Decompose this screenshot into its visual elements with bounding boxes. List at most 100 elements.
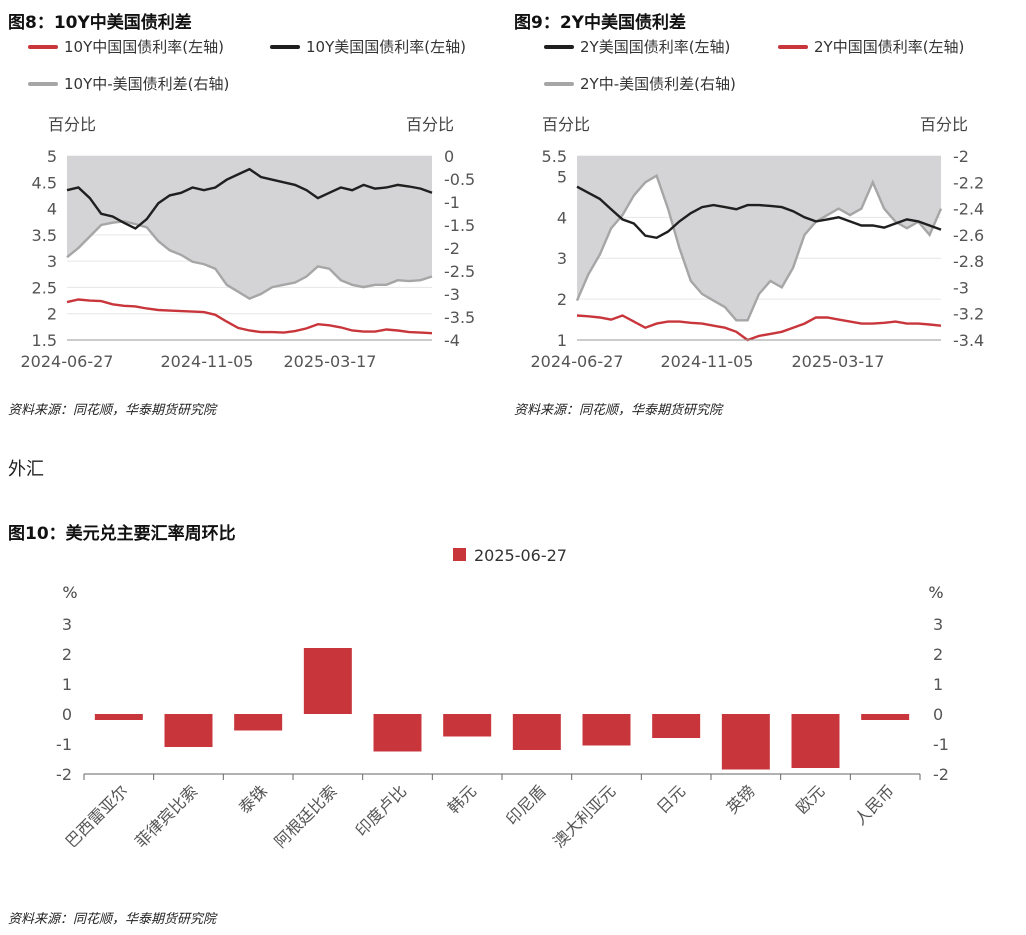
fig8-legend-label: 10Y中国国债利率(左轴) bbox=[64, 38, 224, 56]
fig10-y-right-tick: 1 bbox=[933, 675, 943, 694]
fig9-y-left-tick: 2 bbox=[557, 290, 567, 309]
fig10-category-label: 菲律宾比索 bbox=[131, 781, 201, 851]
fig10-category-label: 澳大利亚元 bbox=[549, 781, 619, 851]
fig9-y-left-tick: 5.5 bbox=[542, 147, 567, 166]
fig9-left-unit: 百分比 bbox=[542, 115, 590, 134]
fig9-y-right-tick: -2.8 bbox=[953, 252, 984, 271]
fig9-x-tick: 2025-03-17 bbox=[792, 352, 885, 371]
fig8-y-right-tick: -2 bbox=[444, 239, 460, 258]
fig10-bar bbox=[652, 714, 701, 738]
fig9-spread-area bbox=[577, 156, 941, 321]
fig10-left-unit: % bbox=[62, 583, 77, 602]
fig9-y-right-tick: -2.6 bbox=[953, 226, 984, 245]
fig9-title: 图9：2Y中美国债利差 bbox=[514, 13, 686, 33]
fig9-x-tick: 2024-06-27 bbox=[531, 352, 624, 371]
fig10-bar bbox=[164, 714, 213, 747]
fig8-y-right-tick: -1.5 bbox=[444, 216, 475, 235]
fig10-category-label: 阿根廷比索 bbox=[271, 781, 341, 851]
fig9-legend-label: 2Y中-美国债利差(右轴) bbox=[580, 75, 736, 93]
fig9-y-right-tick: -3.4 bbox=[953, 331, 984, 350]
fig10-y-left-tick: -1 bbox=[56, 735, 72, 754]
fig8-y-left-tick: 4.5 bbox=[32, 173, 57, 192]
fig10-bar bbox=[721, 714, 770, 770]
fig8-x-tick: 2024-11-05 bbox=[161, 352, 254, 371]
fig10-y-right-tick: 0 bbox=[933, 705, 943, 724]
fig9-y-right-tick: -3.2 bbox=[953, 305, 984, 324]
fig10-category-label: 日元 bbox=[653, 781, 689, 817]
fig10-y-right-tick: 2 bbox=[933, 645, 943, 664]
fig8-series-1 bbox=[66, 167, 433, 230]
fig8-legend-label: 10Y中-美国债利差(右轴) bbox=[64, 75, 229, 93]
fig9-legend-label: 2Y美国国债利率(左轴) bbox=[580, 38, 730, 56]
fig9-series-0 bbox=[576, 185, 942, 240]
fig10-bar bbox=[582, 714, 631, 746]
fig9-y-left-tick: 3 bbox=[557, 249, 567, 268]
fig9-series-1 bbox=[576, 314, 942, 342]
fig8-x-tick: 2025-03-17 bbox=[284, 352, 377, 371]
fig10-right-unit: % bbox=[928, 583, 943, 602]
fig10-y-left-tick: 3 bbox=[62, 615, 72, 634]
fig8-y-left-tick: 4 bbox=[47, 200, 57, 219]
fig10-y-left-tick: -2 bbox=[56, 765, 72, 784]
fig10-title: 图10：美元兑主要汇率周环比 bbox=[8, 524, 236, 544]
fig8-y-right-tick: -1 bbox=[444, 193, 460, 212]
fig10-category-label: 韩元 bbox=[444, 781, 480, 817]
fig8-y-left-tick: 1.5 bbox=[32, 331, 57, 350]
fig8-y-right-tick: 0 bbox=[444, 147, 454, 166]
fig8-right-unit: 百分比 bbox=[406, 115, 454, 134]
fig9-y-left-tick: 4 bbox=[557, 208, 567, 227]
fig8-source: 资料来源：同花顺，华泰期货研究院 bbox=[8, 403, 217, 418]
fig8-spread-area bbox=[67, 156, 432, 299]
fig10-bar bbox=[94, 714, 143, 720]
fig10-category-label: 欧元 bbox=[792, 781, 828, 817]
fig8-y-right-tick: -0.5 bbox=[444, 170, 475, 189]
fig9-y-right-tick: -2.2 bbox=[953, 173, 984, 192]
fig9-y-right-tick: -2 bbox=[953, 147, 969, 166]
fig9-series-spread bbox=[575, 173, 943, 322]
fig8-y-right-tick: -2.5 bbox=[444, 262, 475, 281]
fig10-y-left-tick: 0 bbox=[62, 705, 72, 724]
fig9-y-right-tick: -2.4 bbox=[953, 200, 984, 219]
fig10-category-label: 巴西雷亚尔 bbox=[62, 781, 132, 851]
fig10-category-label: 印度卢比 bbox=[352, 781, 411, 840]
fig8-title: 图8：10Y中美国债利差 bbox=[8, 13, 192, 33]
fig10-y-right-tick: -2 bbox=[933, 765, 949, 784]
fig10-bar bbox=[234, 714, 283, 731]
fig8-y-right-tick: -4 bbox=[444, 331, 460, 350]
fig8-y-left-tick: 2.5 bbox=[32, 278, 57, 297]
fig8-y-right-tick: -3.5 bbox=[444, 308, 475, 327]
fig9-y-right-tick: -3 bbox=[953, 278, 969, 297]
fig8-left-unit: 百分比 bbox=[48, 115, 96, 134]
fig10-legend-swatch bbox=[453, 548, 466, 561]
fig10-y-right-tick: 3 bbox=[933, 615, 943, 634]
fig10-category-label: 英镑 bbox=[723, 781, 759, 817]
fig8-series-spread bbox=[66, 220, 433, 300]
fig10-y-left-tick: 1 bbox=[62, 675, 72, 694]
fig10-bar bbox=[443, 714, 492, 737]
fig10-bar bbox=[791, 714, 840, 768]
fig10-bar bbox=[303, 648, 352, 714]
fig8-y-left-tick: 3 bbox=[47, 252, 57, 271]
fig10-y-right-tick: -1 bbox=[933, 735, 949, 754]
fig10-category-label: 泰铢 bbox=[235, 781, 271, 817]
fig10-category-label: 印尼盾 bbox=[502, 781, 549, 828]
fig10-bar bbox=[373, 714, 422, 752]
fig9-right-unit: 百分比 bbox=[920, 115, 968, 134]
fig8-y-right-tick: -3 bbox=[444, 285, 460, 304]
fig9-y-left-tick: 5 bbox=[557, 167, 567, 186]
fig10-bar bbox=[512, 714, 561, 750]
fig10-source: 资料来源：同花顺，华泰期货研究院 bbox=[8, 912, 217, 927]
fig10-legend-label: 2025-06-27 bbox=[474, 546, 567, 565]
fig8-y-left-tick: 3.5 bbox=[32, 226, 57, 245]
fig10-bar bbox=[861, 714, 910, 720]
fig8-legend-label: 10Y美国国债利率(左轴) bbox=[306, 38, 466, 56]
fig10-category-label: 人民币 bbox=[851, 781, 898, 828]
fig10-y-left-tick: 2 bbox=[62, 645, 72, 664]
fig9-legend-label: 2Y中国国债利率(左轴) bbox=[814, 38, 964, 56]
fig8-series-0 bbox=[66, 298, 433, 335]
fig8-y-left-tick: 2 bbox=[47, 305, 57, 324]
fig8-y-left-tick: 5 bbox=[47, 147, 57, 166]
